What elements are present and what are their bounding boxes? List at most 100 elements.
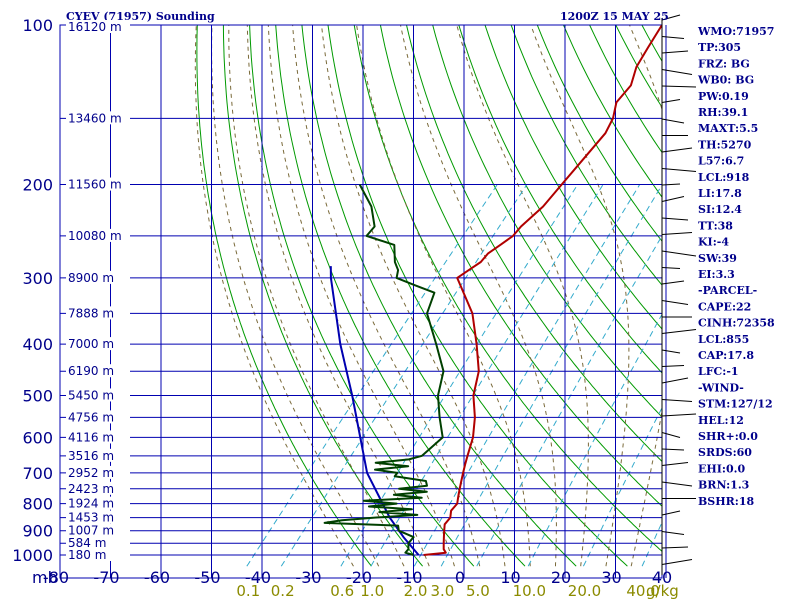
wind-barb (661, 196, 685, 202)
height-label-bg (66, 306, 130, 320)
dry-adiabat (353, 25, 662, 553)
wind-barb (661, 168, 697, 172)
wind-barb (661, 147, 693, 153)
wind-barb (661, 250, 697, 257)
pressure-unit-label: mb (32, 568, 58, 587)
sounding-index: SRDS:60 (698, 446, 752, 459)
temperature-label: -80 (43, 568, 69, 587)
mixing-ratio-label: 20.0 (568, 582, 601, 600)
sounding-index: LCL:855 (698, 333, 749, 346)
wind-barbs (661, 14, 697, 575)
moist-adiabat (211, 25, 380, 567)
height-label: 584 m (68, 536, 106, 550)
wind-barb (661, 531, 685, 535)
height-label: 3516 m (68, 449, 114, 463)
mixing-ratio-label: 0.1 (236, 582, 260, 600)
sounding-index: SW:39 (698, 252, 737, 265)
sounding-index: BSHR:18 (698, 495, 754, 508)
height-label: 13460 m (68, 111, 122, 125)
mixing-ratio-label: 0.2 (271, 582, 295, 600)
pressure-label: 700 (22, 464, 53, 483)
sounding-index: -PARCEL- (698, 284, 757, 297)
sounding-index: TP:305 (698, 41, 741, 54)
sounding-index: TT:38 (698, 219, 733, 232)
temperature-trace (423, 25, 662, 556)
mixing-ratio-line (340, 184, 579, 567)
sounding-index: PW:0.19 (698, 90, 749, 103)
height-label-bg (66, 548, 130, 561)
moist-adiabat (194, 25, 354, 567)
chart-title-station: CYEV (71957) Sounding (66, 10, 215, 23)
height-label: 7000 m (68, 337, 114, 351)
height-label-bg (66, 448, 130, 462)
wind-barb (661, 432, 681, 438)
height-label: 7888 m (68, 306, 114, 320)
wind-barb (661, 183, 681, 186)
sounding-index: CINH:72358 (698, 317, 775, 330)
sounding-index: EHI:0.0 (698, 462, 745, 475)
mixing-ratio-unit: g/kg (646, 582, 679, 600)
mixing-ratio-label: 2.0 (404, 582, 428, 600)
chart-title-time: 1200Z 15 MAY 25 (560, 10, 669, 23)
height-label: 4756 m (68, 410, 114, 424)
sounding-index: CAP:17.8 (698, 349, 754, 362)
pressure-label: 300 (22, 269, 53, 288)
wind-barb (661, 99, 681, 103)
dry-adiabat (301, 25, 577, 567)
temperature-label: 40 (652, 568, 672, 587)
height-label-bg (66, 510, 130, 524)
height-label-bg (66, 111, 130, 125)
sounding-index: FRZ: BG (698, 57, 750, 70)
sounding-index: TH:5270 (698, 138, 752, 151)
temperature-label: -10 (396, 568, 422, 587)
sounding-index: MAXT:5.5 (698, 122, 758, 135)
temperature-label: -20 (346, 568, 372, 587)
parcel-trace (329, 266, 420, 556)
height-label: 1924 m (68, 497, 114, 511)
temperature-label: 30 (601, 568, 621, 587)
mixing-ratio-label: 3.0 (430, 582, 454, 600)
dry-adiabat (432, 25, 662, 418)
mixing-ratio-label: 1.0 (360, 582, 384, 600)
height-label: 2952 m (68, 466, 114, 480)
wind-barb (661, 559, 693, 565)
height-label: 1007 m (68, 524, 114, 538)
mixing-ratio-line (370, 184, 604, 567)
sounding-index: HEL:12 (698, 414, 744, 427)
wind-barb (661, 50, 689, 54)
pressure-label: 100 (22, 16, 53, 35)
sounding-index: SHR+:0.0 (698, 430, 758, 443)
wind-barb (661, 462, 689, 466)
chart-labels: CYEV (71957) Sounding 1200Z 15 MAY 25 mb… (12, 10, 775, 600)
mixing-ratio-label: 0.6 (330, 582, 354, 600)
dry-adiabat (484, 25, 662, 330)
sounding-index: WMO:71957 (697, 25, 774, 38)
wind-barb (661, 399, 693, 402)
height-label: 8900 m (68, 271, 114, 285)
wind-barb (661, 300, 689, 305)
height-label-bg (66, 20, 130, 33)
sounding-index: LI:17.8 (698, 187, 742, 200)
moist-adiabat (400, 25, 557, 567)
height-label-bg (66, 536, 130, 550)
wind-barb (661, 232, 693, 235)
height-label-bg (66, 410, 130, 424)
wind-barb (661, 36, 685, 39)
wind-barb (661, 14, 681, 21)
pressure-label: 1000 (12, 546, 53, 565)
dewpoint-trace (323, 184, 445, 556)
profile-traces (323, 25, 662, 556)
wind-barb (661, 481, 693, 487)
wind-barb (661, 365, 685, 367)
height-label-bg (66, 481, 130, 495)
height-label-bg (66, 177, 130, 191)
wind-barb (661, 69, 693, 75)
mixing-ratio-line (476, 234, 662, 567)
sounding-index: LFC:-1 (698, 365, 739, 378)
mixing-ratio-line (280, 184, 528, 567)
temperature-label: 20 (551, 568, 571, 587)
moist-adiabat (456, 25, 589, 567)
pressure-label: 200 (22, 176, 53, 195)
